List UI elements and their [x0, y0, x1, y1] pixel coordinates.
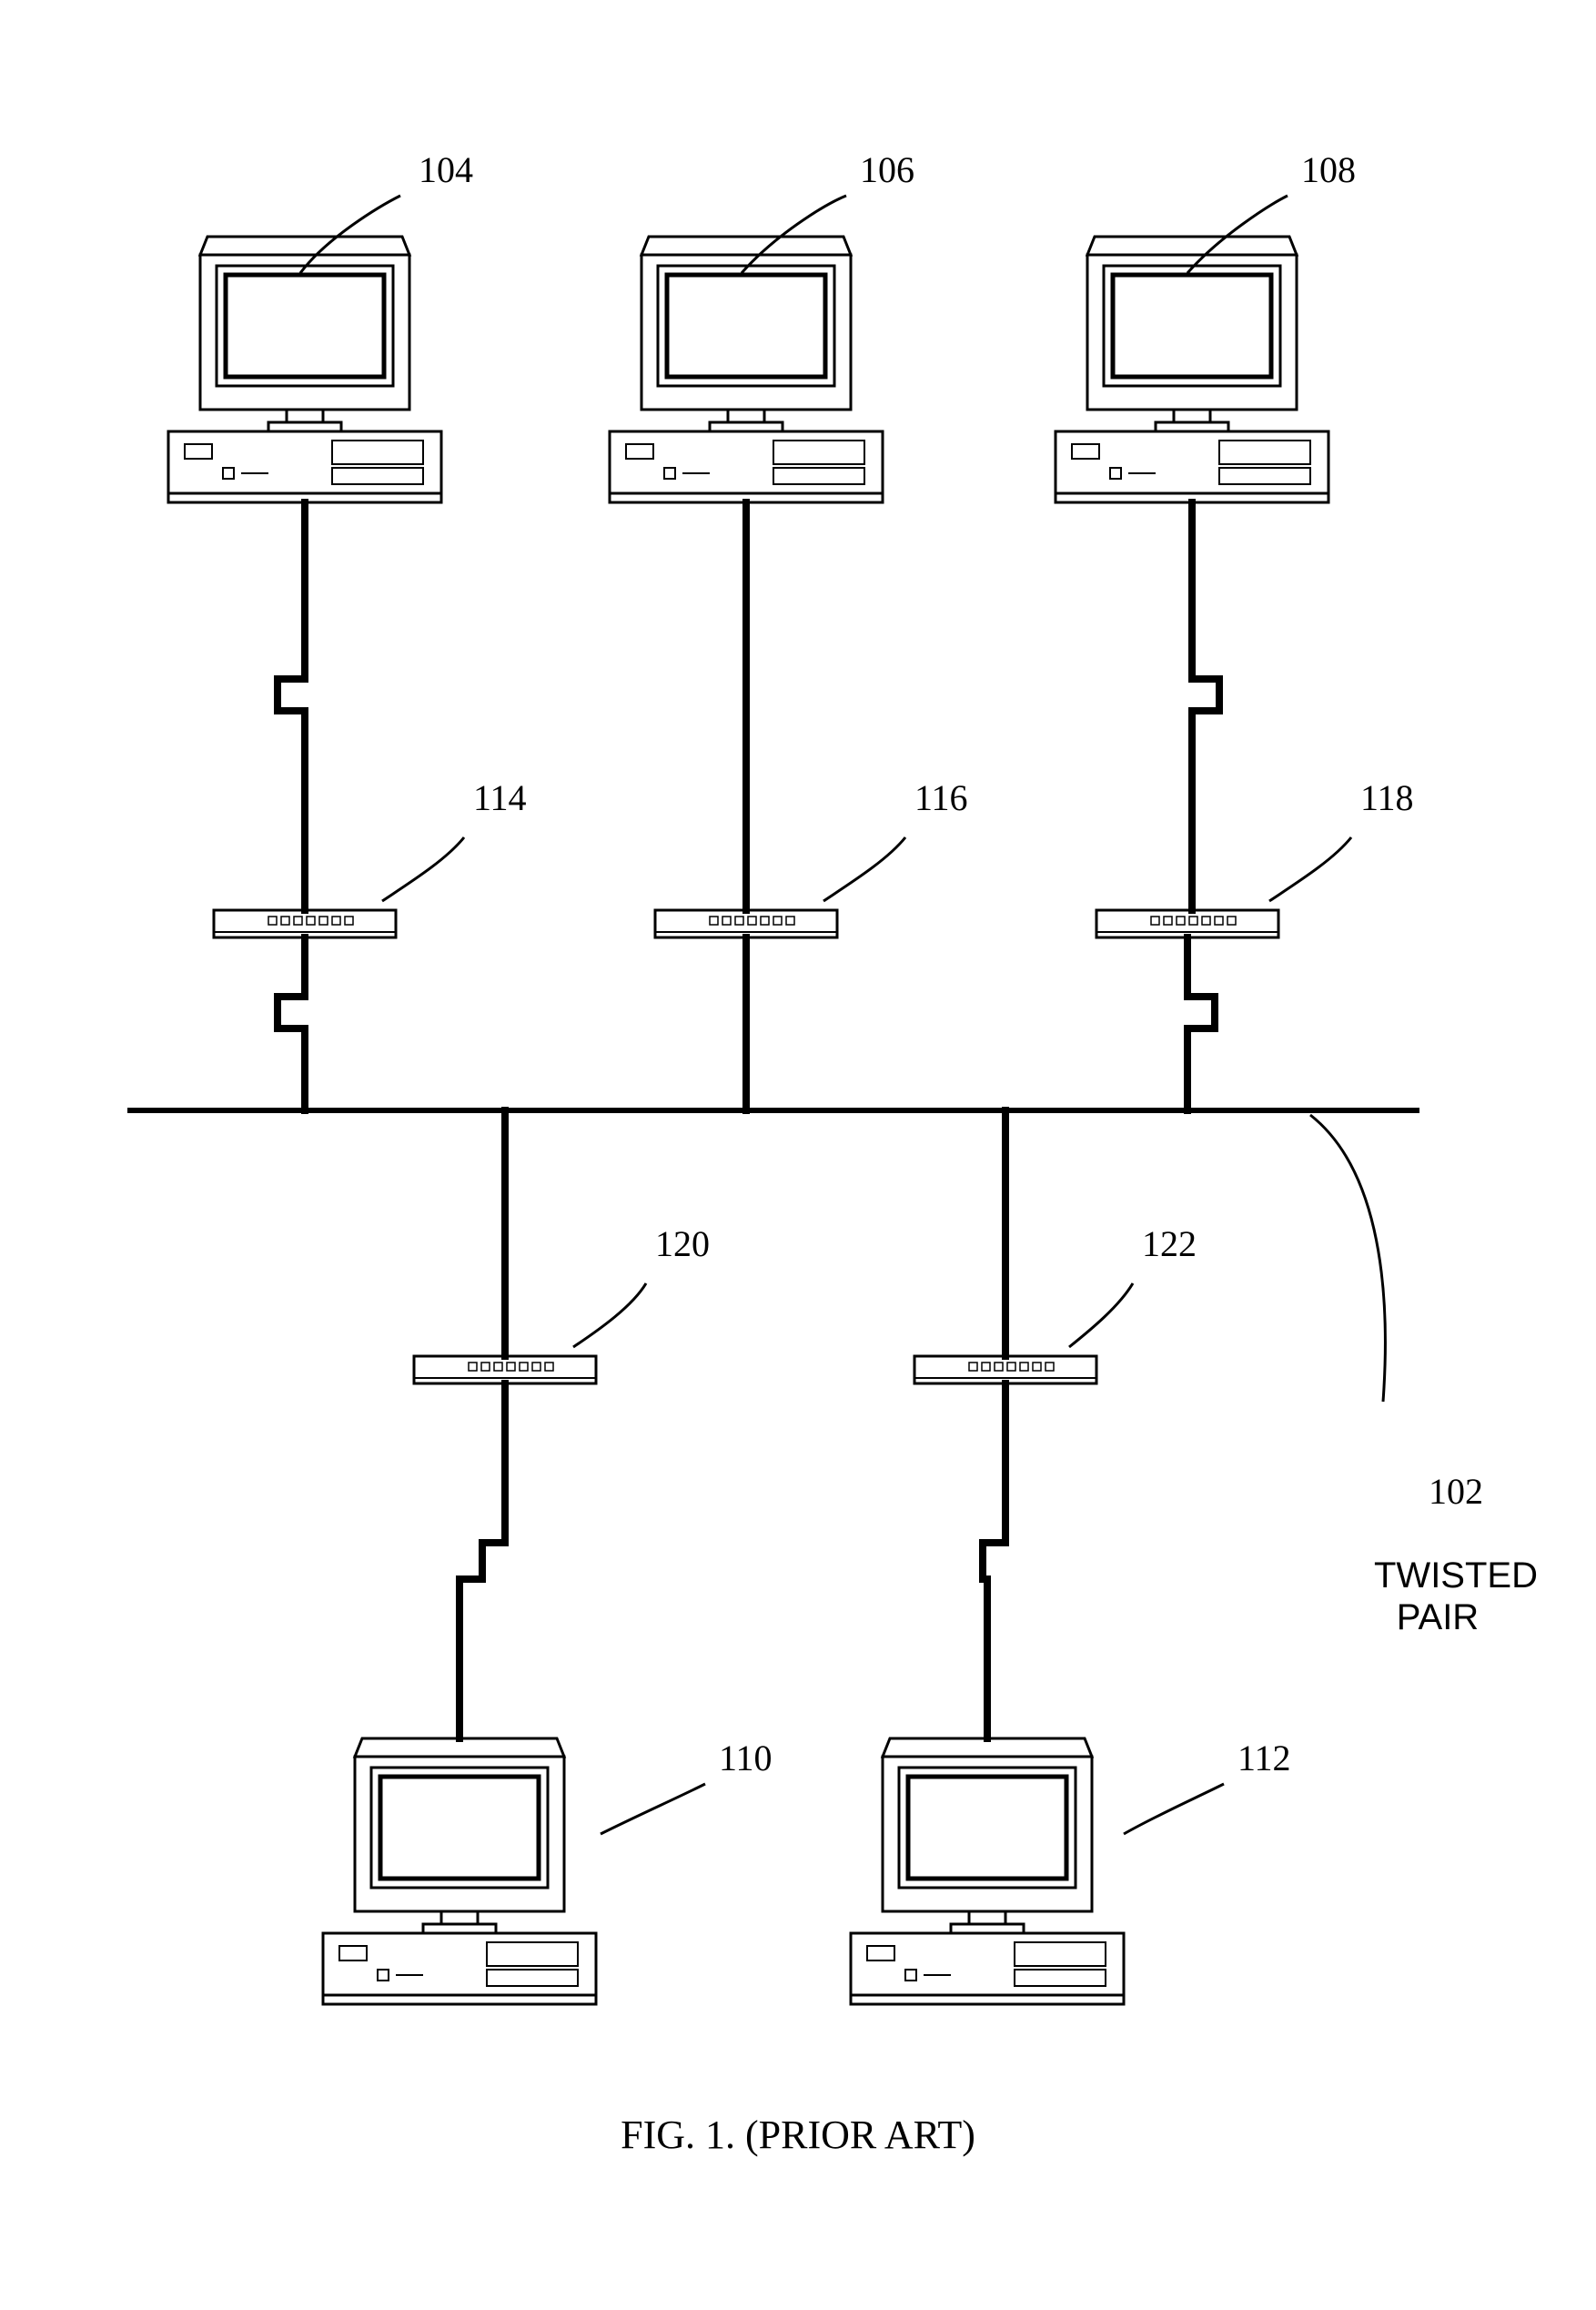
figure-canvas: 104 106 108 110 112 114 116 118 120 122 … — [0, 0, 1596, 2310]
ref-label-102: 102 TWISTED PAIR — [1338, 1429, 1538, 1680]
ref-label-114: 114 — [473, 776, 527, 819]
ref-label-118: 118 — [1360, 776, 1414, 819]
diagram-svg — [0, 0, 1596, 2310]
ref-label-122: 122 — [1142, 1222, 1197, 1265]
figure-caption: FIG. 1. (PRIOR ART) — [0, 2112, 1596, 2158]
ref-102-text: TWISTED PAIR — [1374, 1555, 1538, 1637]
ref-label-120: 120 — [655, 1222, 710, 1265]
ref-label-116: 116 — [914, 776, 968, 819]
ref-label-104: 104 — [419, 148, 473, 191]
ref-label-108: 108 — [1301, 148, 1356, 191]
ref-102-number: 102 — [1429, 1471, 1483, 1512]
ref-label-112: 112 — [1237, 1737, 1291, 1779]
ref-label-106: 106 — [860, 148, 914, 191]
ref-label-110: 110 — [719, 1737, 773, 1779]
